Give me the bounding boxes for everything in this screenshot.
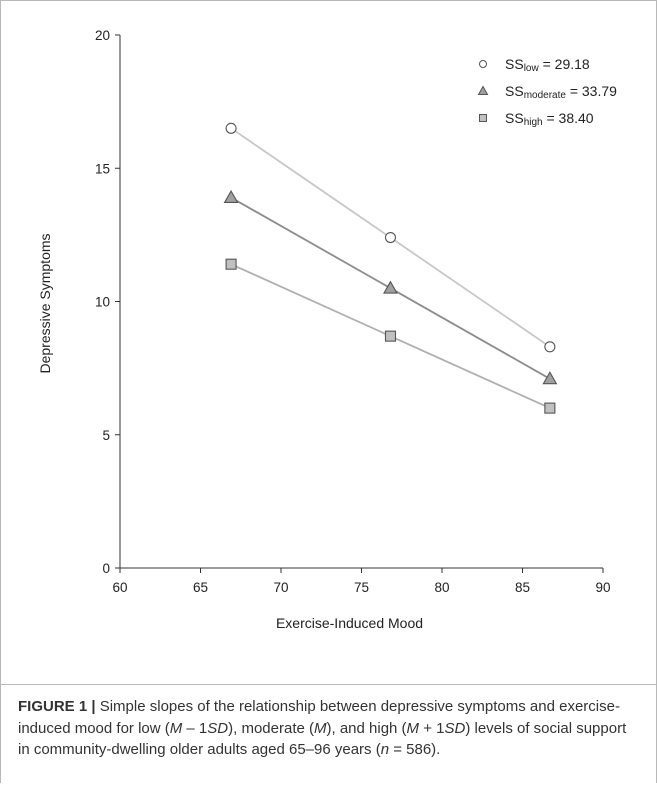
data-point-high bbox=[544, 402, 556, 414]
y-tick-label: 5 bbox=[102, 428, 110, 443]
simple-slopes-chart: 0 5 10 15 20 60 65 70 75 80 85 90 Exercise-Induced M… bbox=[37, 28, 617, 631]
legend-entry-moderate: SSmoderate = 33.79 bbox=[505, 83, 617, 101]
data-point-low bbox=[384, 231, 397, 244]
data-point-high bbox=[384, 330, 397, 342]
y-tick-label: 20 bbox=[95, 28, 110, 43]
legend-circle-icon bbox=[479, 60, 487, 68]
x-tick-label: 60 bbox=[112, 580, 127, 595]
legend: SSlow = 29.18 SSmoderate = 33.79 SShigh = … bbox=[477, 56, 617, 128]
data-point-moderate bbox=[383, 280, 398, 294]
x-tick-label: 65 bbox=[193, 580, 208, 595]
data-point-low bbox=[544, 341, 556, 353]
series-markers bbox=[223, 122, 558, 414]
data-point-moderate bbox=[223, 189, 239, 203]
figure-number: FIGURE 1 | bbox=[18, 698, 96, 715]
legend-entry-high: SShigh = 38.40 bbox=[505, 110, 594, 128]
x-tick-label: 75 bbox=[354, 580, 369, 595]
caption-text: Simple slopes of the relationship betwee… bbox=[18, 698, 627, 758]
x-tick-label: 90 bbox=[595, 580, 610, 595]
y-tick-label: 10 bbox=[95, 295, 110, 310]
data-point-low bbox=[225, 122, 237, 134]
x-tick-label: 80 bbox=[434, 580, 449, 595]
data-point-high bbox=[225, 258, 237, 270]
y-tick-label: 0 bbox=[102, 561, 110, 576]
axes: 0 5 10 15 20 60 65 70 75 80 85 90 Exercise-Induced M… bbox=[37, 28, 611, 631]
legend-triangle-icon bbox=[477, 85, 489, 95]
caption-divider bbox=[0, 684, 656, 685]
series-lines bbox=[230, 127, 551, 409]
x-tick-label: 85 bbox=[515, 580, 530, 595]
x-axis-title: Exercise-Induced Mood bbox=[276, 615, 423, 631]
figure-caption: FIGURE 1 | Simple slopes of the relation… bbox=[18, 696, 638, 761]
legend-square-icon bbox=[479, 114, 487, 122]
y-axis-title: Depressive Symptoms bbox=[37, 233, 53, 373]
y-tick-label: 15 bbox=[95, 161, 110, 176]
data-point-moderate bbox=[542, 371, 558, 385]
frame-bottom-gap bbox=[0, 783, 657, 785]
legend-entry-low: SSlow = 29.18 bbox=[505, 56, 590, 74]
x-tick-label: 70 bbox=[273, 580, 288, 595]
